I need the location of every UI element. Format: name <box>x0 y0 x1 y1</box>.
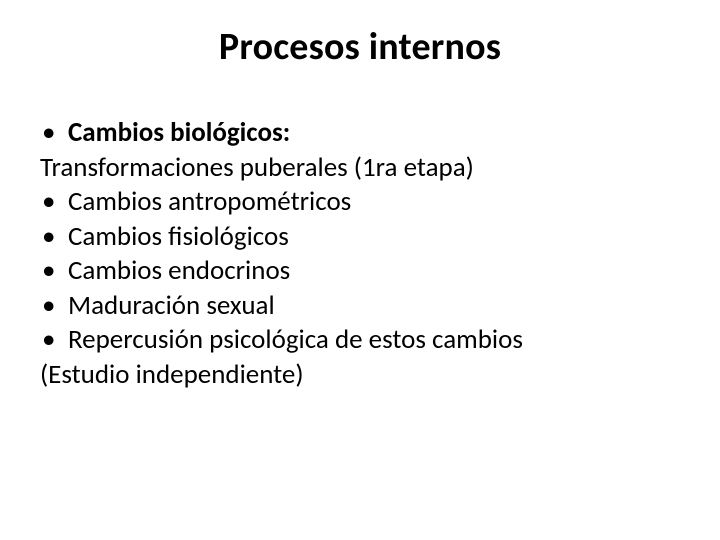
slide-body: Cambios biológicos: Transformaciones pub… <box>40 116 680 392</box>
slide: Procesos internos Cambios biológicos: Tr… <box>0 0 720 540</box>
bullet-item: Cambios fisiológicos <box>40 220 680 255</box>
bullet-text: Cambios antropométricos <box>68 185 351 220</box>
bullet-item: Cambios antropométricos <box>40 185 680 220</box>
bullet-text: Cambios fisiológicos <box>68 220 289 255</box>
bullet-item: Maduración sexual <box>40 289 680 324</box>
bullet-text: Cambios endocrinos <box>68 254 290 289</box>
body-text: (Estudio independiente) <box>40 358 304 393</box>
body-line: Transformaciones puberales (1ra etapa) <box>40 151 680 186</box>
bullet-text: Repercusión psicológica de estos cambios <box>68 323 523 358</box>
bullet-item: Repercusión psicológica de estos cambios <box>40 323 680 358</box>
body-text: Transformaciones puberales (1ra etapa) <box>40 151 474 186</box>
slide-title: Procesos internos <box>40 24 680 70</box>
bullet-item: Cambios biológicos: <box>40 116 680 151</box>
body-line: (Estudio independiente) <box>40 358 680 393</box>
bullet-item: Cambios endocrinos <box>40 254 680 289</box>
bullet-text: Cambios biológicos: <box>68 116 290 151</box>
bullet-text: Maduración sexual <box>68 289 275 324</box>
